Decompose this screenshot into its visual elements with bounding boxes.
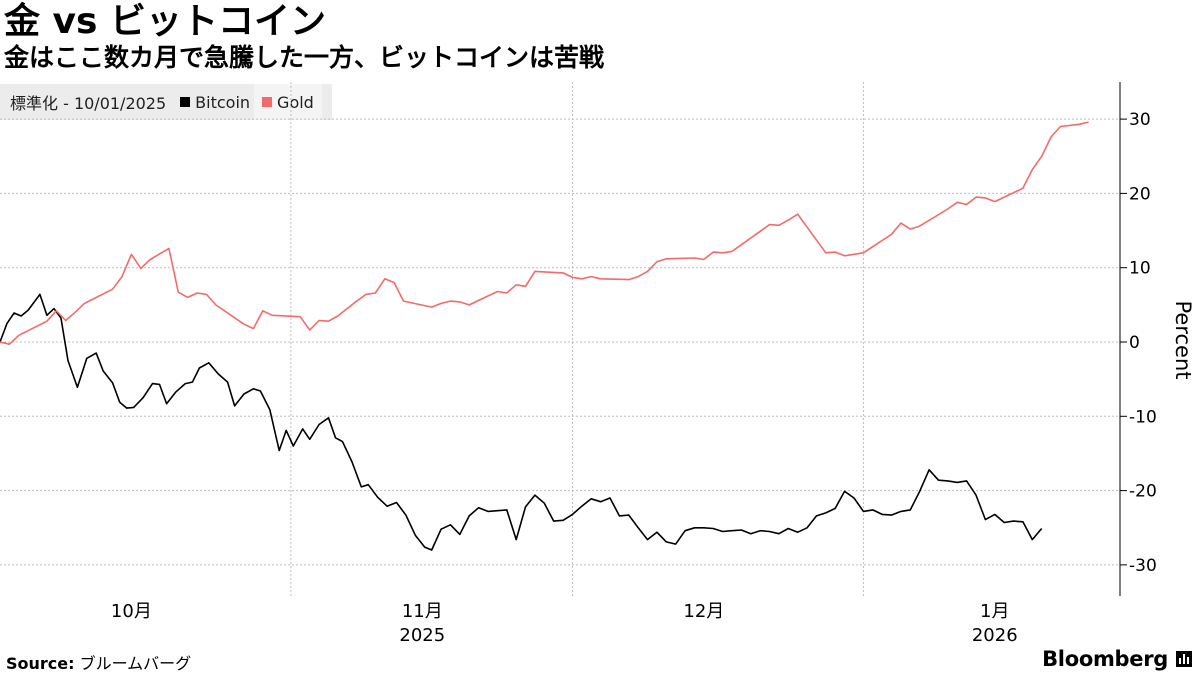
x-tick-label: 10月	[111, 601, 152, 622]
x-tick-sublabel: 2025	[399, 625, 445, 646]
bar-chart-icon	[1176, 651, 1192, 667]
y-tick-label: -20	[1129, 482, 1157, 502]
y-tick-label: 10	[1129, 259, 1151, 279]
grid-layer	[0, 82, 1120, 596]
legend-swatch-gold	[262, 97, 273, 107]
y-tick-label: -10	[1129, 407, 1157, 427]
page-subtitle: 金はここ数カ月で急騰した一方、ビットコインは苦戦	[4, 43, 605, 72]
y-tick-label: 20	[1129, 184, 1151, 204]
source-note: Source: ブルームバーグ	[6, 650, 191, 674]
brand-name: Bloomberg	[1042, 647, 1168, 671]
source-text: ブルームバーグ	[79, 654, 192, 673]
x-tick-sublabel: 2026	[972, 625, 1018, 646]
y-tick-label: 30	[1129, 110, 1151, 130]
y-axis-label: Percent	[1171, 300, 1195, 379]
legend-swatch-bitcoin	[180, 97, 191, 107]
series-line-gold	[0, 121, 1089, 345]
legend-label-gold: Gold	[277, 92, 314, 112]
series-layer	[0, 121, 1089, 551]
y-tick-label: -30	[1129, 556, 1157, 576]
legend-item-bitcoin[interactable]: Bitcoin	[180, 84, 250, 120]
legend-item-gold[interactable]: Gold	[254, 84, 322, 120]
chart-legend: 標準化 - 10/01/2025 Bitcoin Gold	[0, 84, 332, 120]
axis-layer: 30 20 10 0 -10 -20 -30 10月 11月 2025 12月 1月 2026	[111, 82, 1157, 646]
legend-prefix: 標準化 - 10/01/2025	[10, 94, 167, 113]
bloomberg-logo: Bloomberg	[1042, 647, 1192, 671]
series-line-bitcoin	[0, 293, 1043, 551]
page-title: 金 vs ビットコイン	[4, 1, 326, 42]
x-tick-label: 11月	[402, 601, 443, 622]
source-label: Source:	[6, 654, 75, 673]
y-tick-label: 0	[1129, 333, 1140, 353]
x-tick-label: 12月	[683, 601, 724, 622]
legend-label-bitcoin: Bitcoin	[195, 92, 251, 112]
x-tick-label: 1月	[980, 601, 1009, 622]
